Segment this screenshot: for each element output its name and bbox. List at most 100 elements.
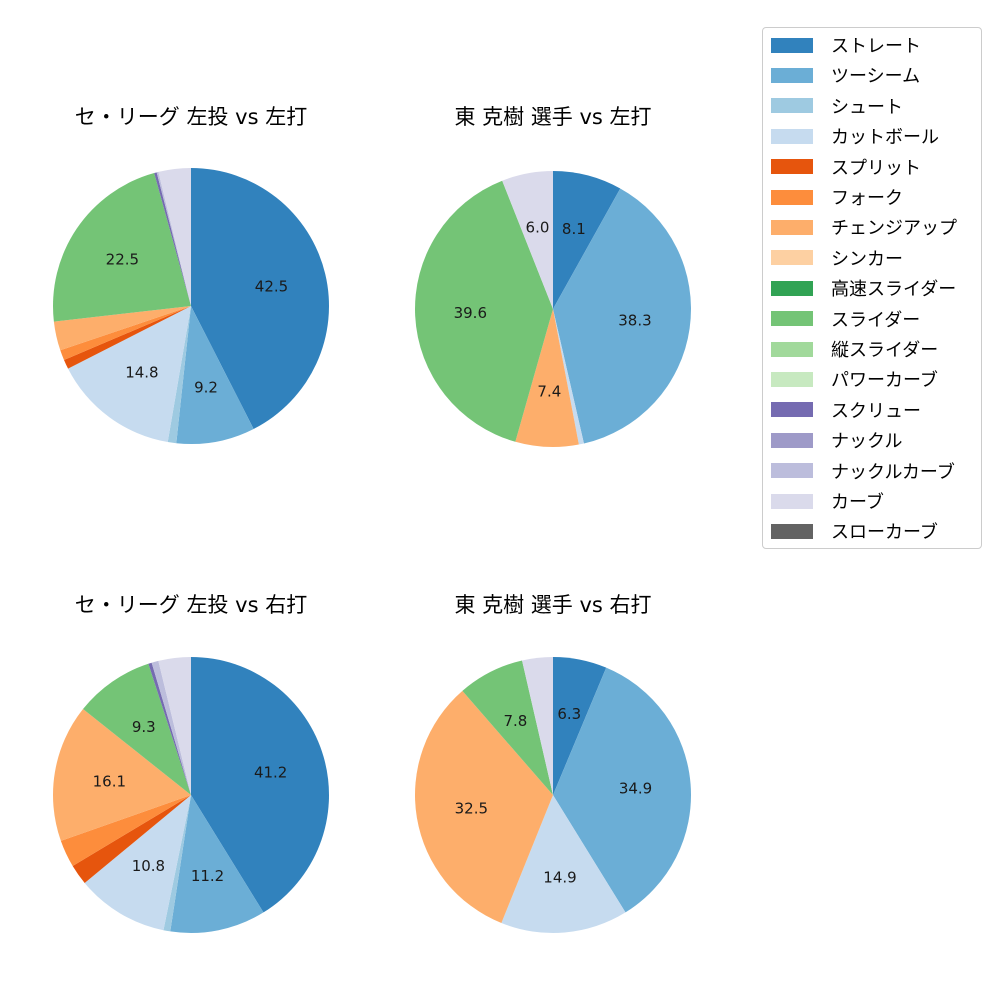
legend-item: カットボール: [771, 121, 939, 151]
chart-title: 東 克樹 選手 vs 左打: [454, 105, 652, 129]
legend-label: シュート: [831, 96, 903, 118]
legend-item: ツーシーム: [771, 60, 920, 90]
pie-slice: [553, 667, 691, 913]
legend-swatch: [771, 341, 813, 357]
legend-item: スローカーブ: [771, 516, 938, 546]
legend-swatch: [771, 189, 813, 205]
pie-slice: [60, 306, 192, 361]
slice-value-label: 10.8: [132, 857, 165, 875]
legend-swatch: [771, 98, 813, 114]
slice-value-label: 14.9: [543, 869, 576, 887]
legend-label: カットボール: [831, 127, 939, 149]
pie-slice: [414, 690, 553, 923]
pie-slice: [515, 309, 579, 448]
pie-slice: [414, 180, 553, 442]
pie-slice: [501, 795, 626, 933]
legend-swatch: [771, 402, 813, 418]
legend-label: チェンジアップ: [831, 218, 957, 240]
legend-swatch: [771, 280, 813, 296]
pie-slice: [148, 662, 191, 795]
slice-value-label: 14.8: [125, 364, 158, 382]
legend-item: ナックルカーブ: [771, 456, 955, 486]
legend-label: 縦スライダー: [831, 340, 939, 361]
pie-slice: [553, 309, 584, 445]
legend-label: シンカー: [831, 248, 903, 270]
legend-swatch: [771, 523, 813, 539]
legend-label: フォーク: [831, 188, 903, 209]
chart-title: 東 克樹 選手 vs 右打: [454, 593, 652, 617]
legend-item: フォーク: [771, 182, 903, 212]
pie-slice: [167, 306, 191, 444]
slice-value-label: 7.8: [503, 712, 527, 730]
pie-slice: [158, 168, 191, 306]
pie-slice: [60, 795, 191, 866]
chart-title: セ・リーグ 左投 vs 右打: [74, 593, 308, 617]
pie-slice: [64, 306, 191, 369]
slice-value-label: 38.3: [618, 312, 651, 330]
pie-slice: [52, 709, 191, 841]
legend-label: ストレート: [831, 36, 921, 57]
pie-slice: [170, 795, 264, 933]
pie-slice: [522, 657, 553, 795]
legend-label: スライダー: [831, 309, 921, 331]
legend-label: 高速スライダー: [831, 279, 957, 301]
legend-swatch: [771, 37, 813, 53]
legend-item: スライダー: [771, 304, 920, 334]
legend-item: ストレート: [771, 30, 921, 60]
legend-item: シンカー: [771, 243, 903, 273]
legend-swatch: [771, 67, 813, 83]
pie-svg: 41.2 11.2 10.8 16.1 9.3: [52, 657, 329, 933]
legend-item: パワーカーブ: [771, 364, 938, 394]
legend-item: カーブ: [771, 486, 884, 516]
pie-slice: [151, 660, 191, 795]
slice-value-label: 16.1: [93, 772, 126, 790]
pie-slice: [154, 172, 191, 306]
legend-label: カーブ: [831, 492, 884, 513]
slice-value-label: 11.2: [191, 867, 224, 885]
chart-title: セ・リーグ 左投 vs 左打: [74, 105, 308, 129]
pie-slice: [553, 188, 691, 444]
legend-swatch: [771, 219, 813, 235]
legend-item: スクリュー: [771, 395, 921, 425]
legend-item: チェンジアップ: [771, 212, 957, 242]
pie-slice: [156, 171, 191, 306]
legend-label: スローカーブ: [831, 522, 938, 544]
legend-swatch: [771, 159, 813, 175]
pie-slice: [52, 173, 192, 322]
slice-value-label: 22.5: [106, 251, 139, 269]
legend: ストレート ツーシーム シュート カットボール スプリット フォーク チェンジアップ シンカー…: [762, 27, 982, 549]
legend-label: パワーカーブ: [831, 370, 938, 392]
legend-swatch: [771, 371, 813, 387]
slice-value-label: 41.2: [254, 763, 287, 781]
legend-swatch: [771, 311, 813, 327]
pie-slice: [53, 306, 191, 351]
legend-label: ナックルカーブ: [831, 461, 955, 483]
pie-svg: 6.3 34.9 14.9 32.5 7.8: [414, 657, 691, 933]
slice-value-label: 6.0: [526, 219, 550, 237]
slice-value-label: 6.3: [557, 705, 581, 723]
legend-label: ナックル: [831, 431, 903, 453]
slice-value-label: 39.6: [454, 304, 487, 322]
pie-svg: 8.1 38.3 7.4 39.6 6.0: [414, 171, 691, 448]
legend-label: ツーシーム: [831, 66, 921, 88]
pie-slice: [176, 306, 254, 444]
pie-slice: [68, 306, 191, 443]
slice-value-label: 32.5: [455, 800, 488, 818]
pie-slice: [83, 663, 191, 795]
slice-value-label: 9.3: [132, 718, 156, 736]
slice-value-label: 34.9: [619, 780, 652, 798]
pie-slice: [191, 168, 330, 429]
pie-slice: [553, 171, 621, 309]
pie-slice: [553, 657, 607, 795]
slice-value-label: 8.1: [562, 220, 586, 238]
pie-svg: 42.5 9.2 14.8 22.5: [52, 168, 330, 444]
legend-swatch: [771, 432, 813, 448]
legend-item: シュート: [771, 91, 903, 121]
pie-slice: [502, 171, 553, 309]
pie-slice: [158, 657, 191, 795]
legend-swatch: [771, 128, 813, 144]
legend-item: 縦スライダー: [771, 334, 938, 364]
legend-item: 高速スライダー: [771, 273, 956, 303]
pie-slice: [72, 795, 191, 883]
pie-slice: [163, 795, 191, 932]
